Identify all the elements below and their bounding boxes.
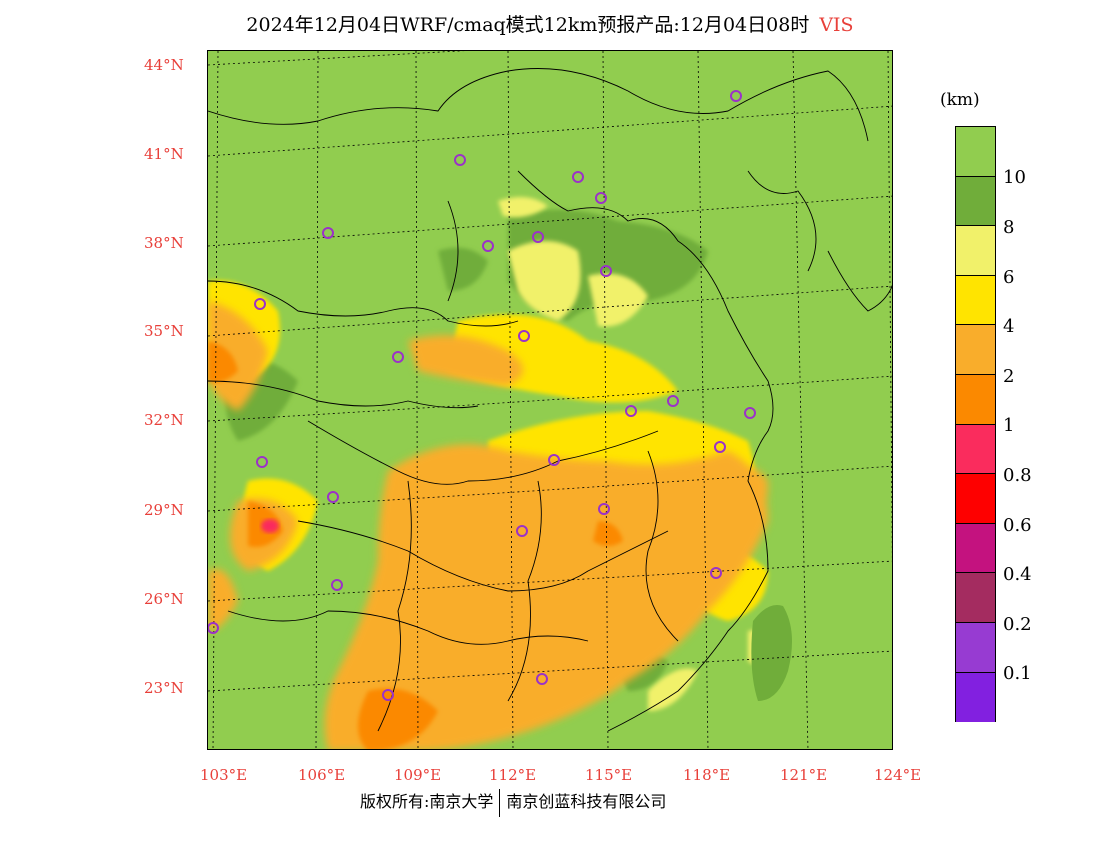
station-marker (598, 503, 610, 515)
station-marker (208, 622, 219, 634)
station-marker (382, 689, 394, 701)
legend-unit: (km) (940, 90, 980, 110)
station-marker (327, 491, 339, 503)
station-marker (667, 395, 679, 407)
legend-level: 0.4 (1003, 564, 1032, 585)
lon-label: 109°E (394, 766, 442, 784)
station-marker (518, 330, 530, 342)
legend-level: 0.8 (1003, 465, 1032, 486)
legend-level: 1 (1003, 415, 1015, 436)
station-marker (516, 525, 528, 537)
lon-label: 118°E (683, 766, 731, 784)
station-marker (600, 265, 612, 277)
legend-swatch (956, 374, 995, 425)
station-marker (322, 227, 334, 239)
lat-label: 41°N (144, 145, 184, 163)
station-marker (548, 454, 560, 466)
lon-label: 121°E (780, 766, 828, 784)
legend-swatch (956, 573, 995, 623)
legend-swatch (956, 622, 995, 673)
title-variable: VIS (819, 14, 854, 36)
vis-0p8-field (261, 519, 279, 533)
lat-label: 26°N (144, 590, 184, 608)
station-marker (532, 231, 544, 243)
copyright-company: 南京创蓝科技有限公司 (506, 792, 667, 811)
station-marker (256, 456, 268, 468)
footer-separator (499, 788, 501, 817)
lat-label: 38°N (144, 234, 184, 252)
station-marker (454, 154, 466, 166)
legend-swatch (956, 176, 995, 227)
station-marker (744, 407, 756, 419)
station-marker (331, 579, 343, 591)
legend-level: 0.1 (1003, 663, 1032, 684)
legend-level: 8 (1003, 217, 1015, 238)
lat-label: 29°N (144, 501, 184, 519)
station-marker (536, 673, 548, 685)
legend-swatch (956, 523, 995, 574)
lat-label: 44°N (144, 56, 184, 74)
station-marker (710, 567, 722, 579)
legend-swatch (956, 424, 995, 475)
station-marker (392, 351, 404, 363)
lon-label: 124°E (874, 766, 922, 784)
legend-swatch (956, 226, 995, 276)
copyright-owner: 版权所有:南京大学 (360, 792, 494, 811)
lat-label: 35°N (144, 322, 184, 340)
station-marker (730, 90, 742, 102)
legend-level: 10 (1003, 167, 1026, 188)
station-marker (625, 405, 637, 417)
legend-level: 0.2 (1003, 614, 1032, 635)
legend-swatch (956, 474, 995, 524)
taiwan-island (751, 605, 792, 701)
station-markers (208, 90, 756, 701)
station-marker (714, 441, 726, 453)
title-main: 2024年12月04日WRF/cmaq模式12km预报产品:12月04日08时 (246, 14, 810, 36)
map-svg (208, 51, 892, 749)
station-marker (595, 192, 607, 204)
lon-label: 112°E (489, 766, 537, 784)
legend-swatch (956, 127, 995, 177)
visibility-map (207, 50, 893, 750)
legend-swatch (956, 325, 995, 375)
legend-swatch (956, 672, 995, 723)
legend-level: 4 (1003, 316, 1015, 337)
lon-label: 115°E (585, 766, 633, 784)
color-legend (955, 126, 996, 723)
lon-label: 106°E (298, 766, 346, 784)
lat-label: 32°N (144, 411, 184, 429)
station-marker (572, 171, 584, 183)
legend-level: 6 (1003, 267, 1015, 288)
station-marker (482, 240, 494, 252)
legend-level: 0.6 (1003, 515, 1032, 536)
copyright-footer: 版权所有:南京大学 南京创蓝科技有限公司 (360, 788, 666, 817)
lon-label: 103°E (200, 766, 248, 784)
map-title: 2024年12月04日WRF/cmaq模式12km预报产品:12月04日08时 V… (0, 10, 1100, 37)
lat-label: 23°N (144, 679, 184, 697)
legend-swatch (956, 275, 995, 326)
station-marker (254, 298, 266, 310)
legend-level: 2 (1003, 366, 1015, 387)
